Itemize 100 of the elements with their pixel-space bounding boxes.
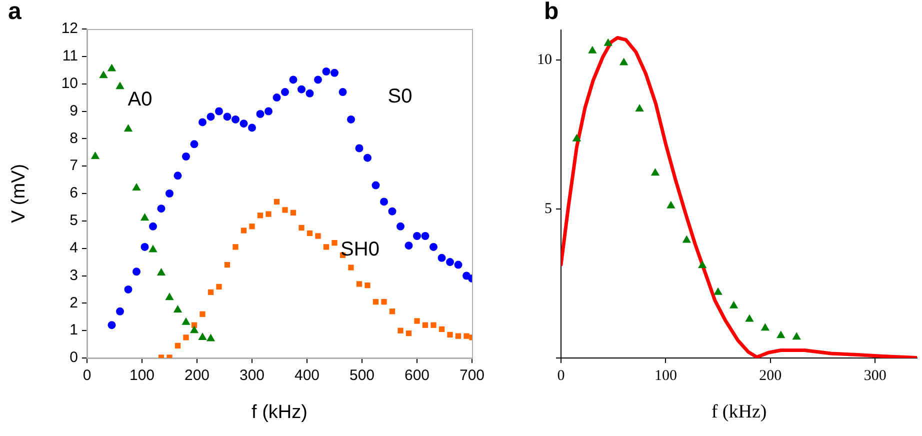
- point: [619, 58, 628, 66]
- point: [116, 307, 124, 316]
- point: [216, 284, 222, 290]
- point: [274, 198, 280, 205]
- point: [338, 88, 347, 96]
- point: [314, 76, 322, 84]
- point: [322, 67, 330, 76]
- point: [380, 198, 388, 206]
- point: [430, 322, 436, 328]
- x-tick-label: 0: [557, 368, 565, 384]
- point: [264, 107, 272, 116]
- y-tick-label: 3: [70, 266, 78, 284]
- point: [330, 68, 338, 77]
- point: [200, 311, 206, 317]
- point: [792, 332, 801, 340]
- point: [215, 107, 223, 116]
- point: [149, 222, 157, 230]
- point: [206, 112, 215, 121]
- point: [256, 110, 264, 118]
- point: [298, 85, 306, 94]
- y-axis-title: V (mV): [8, 164, 30, 224]
- point: [348, 264, 354, 270]
- chart-title: b: [544, 0, 559, 26]
- point: [240, 120, 248, 128]
- point: [306, 89, 314, 98]
- point: [132, 183, 141, 191]
- point: [282, 207, 288, 213]
- point: [140, 242, 149, 251]
- y-tick-label: 10: [537, 52, 552, 68]
- point: [650, 168, 660, 176]
- y-tick-label: 5: [70, 212, 78, 230]
- point: [289, 76, 298, 84]
- y-tick-label: 6: [70, 184, 78, 202]
- point: [398, 328, 404, 334]
- point: [332, 240, 338, 246]
- point: [414, 318, 420, 324]
- point: [190, 140, 198, 148]
- point: [356, 281, 362, 287]
- point: [157, 204, 166, 213]
- point: [90, 151, 100, 159]
- point: [572, 134, 582, 142]
- point: [165, 292, 174, 300]
- point: [776, 330, 786, 338]
- point: [198, 118, 206, 126]
- point: [266, 211, 272, 217]
- y-tick-label: 9: [70, 102, 78, 120]
- point: [760, 323, 770, 331]
- y-tick-label: 10: [61, 74, 78, 92]
- y-tick-label: 2: [70, 294, 78, 312]
- point: [682, 235, 691, 243]
- point: [190, 326, 199, 334]
- point: [396, 222, 404, 230]
- point: [124, 285, 132, 294]
- point: [174, 342, 181, 348]
- point: [248, 124, 256, 132]
- point: [714, 287, 722, 295]
- x-tick-label: 700: [459, 367, 485, 384]
- point: [183, 334, 189, 340]
- point: [290, 210, 296, 216]
- point: [355, 144, 364, 152]
- point: [372, 298, 379, 305]
- y-tick-label: 1: [70, 322, 78, 339]
- x-tick-label: 200: [184, 367, 210, 384]
- point: [422, 322, 428, 328]
- annotation: A0: [128, 88, 152, 111]
- point: [232, 244, 238, 250]
- point: [182, 317, 190, 325]
- point: [438, 254, 446, 262]
- point: [108, 321, 116, 330]
- point: [421, 232, 430, 240]
- chart-title: a: [8, 0, 22, 26]
- y-tick-label: 0: [70, 349, 78, 366]
- point: [729, 300, 738, 308]
- point: [315, 233, 321, 239]
- point: [455, 333, 462, 339]
- point: [381, 298, 387, 305]
- point: [173, 305, 182, 313]
- point: [208, 289, 214, 296]
- x-tick-label: 600: [404, 367, 430, 384]
- point: [745, 314, 754, 322]
- point: [454, 260, 462, 269]
- point: [232, 115, 240, 124]
- x-tick-label: 500: [349, 367, 375, 384]
- x-tick-label: 100: [654, 368, 677, 384]
- point: [464, 333, 470, 339]
- point: [166, 190, 174, 198]
- point: [406, 330, 412, 336]
- y-tick-label: 5: [544, 200, 552, 217]
- point: [635, 104, 644, 112]
- point: [107, 64, 116, 72]
- x-tick-label: 300: [864, 368, 886, 384]
- point: [116, 82, 124, 90]
- point: [298, 224, 304, 231]
- point: [372, 181, 380, 190]
- y-tick-label: 4: [70, 239, 78, 256]
- point: [698, 260, 707, 268]
- x-tick-label: 0: [82, 367, 92, 384]
- point: [306, 230, 313, 236]
- point: [281, 88, 289, 96]
- point: [364, 282, 370, 288]
